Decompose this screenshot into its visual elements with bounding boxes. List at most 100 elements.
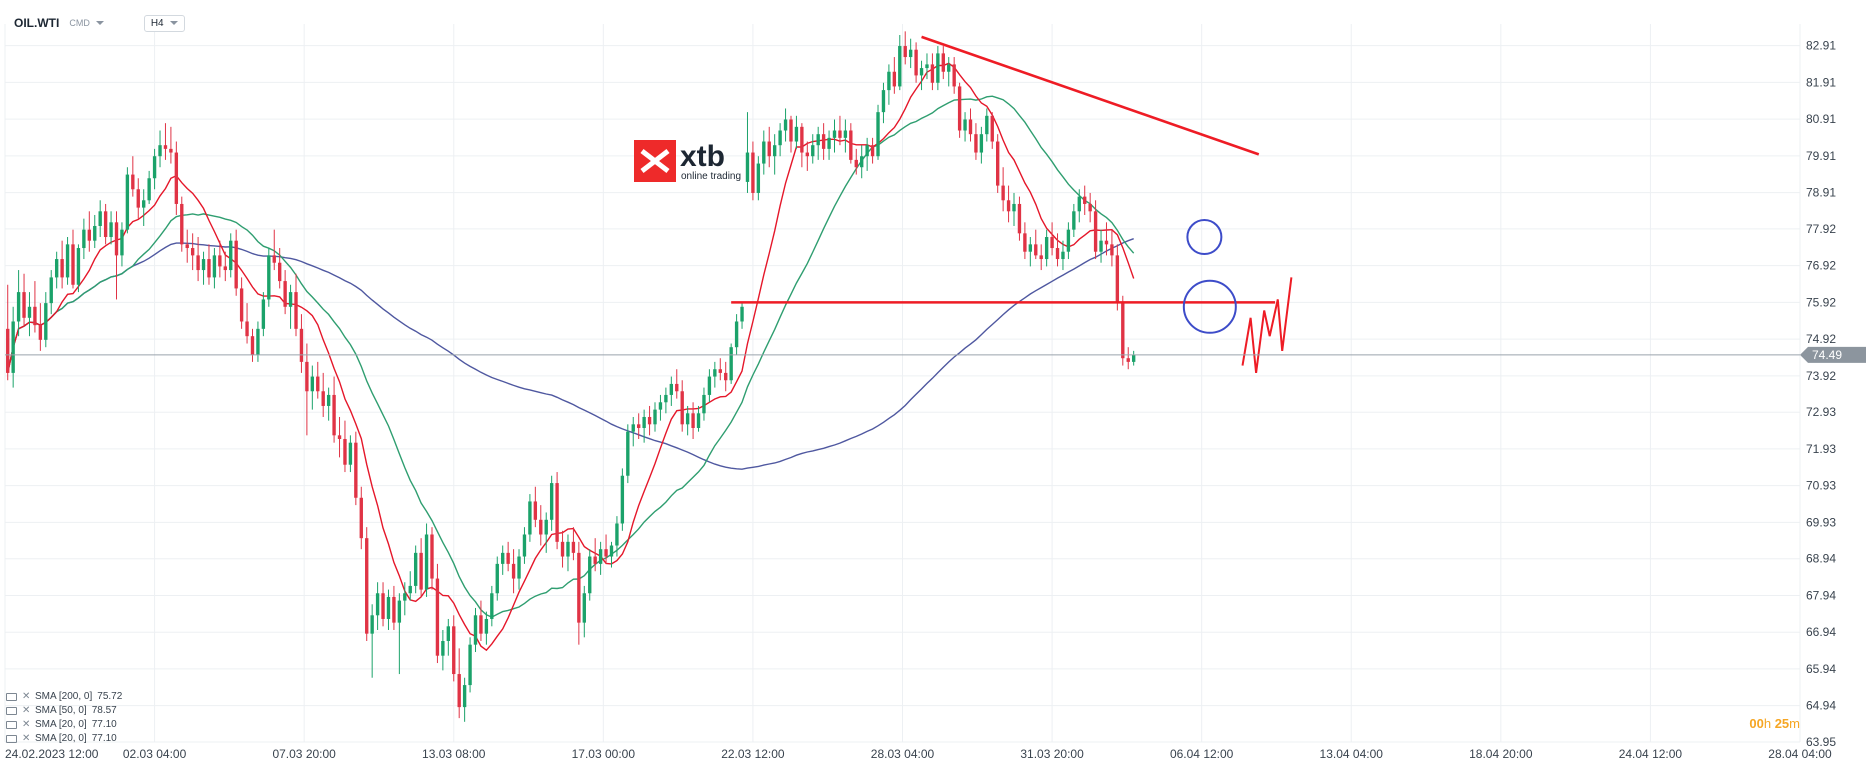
candle[interactable]	[680, 380, 684, 432]
candle[interactable]	[1088, 192, 1092, 223]
candle[interactable]	[805, 141, 809, 171]
candle[interactable]	[250, 328, 255, 362]
candle[interactable]	[843, 119, 848, 153]
candle[interactable]	[180, 196, 184, 252]
candle[interactable]	[1131, 350, 1136, 366]
candle[interactable]	[163, 123, 168, 160]
candle[interactable]	[1099, 229, 1103, 263]
candle[interactable]	[555, 472, 559, 550]
candle[interactable]	[109, 211, 113, 245]
candle[interactable]	[1001, 167, 1005, 212]
candle[interactable]	[593, 538, 597, 572]
candle[interactable]	[990, 112, 994, 149]
candle[interactable]	[979, 126, 984, 164]
candle[interactable]	[397, 593, 402, 675]
candle[interactable]	[751, 141, 755, 201]
candle[interactable]	[832, 119, 837, 153]
candle[interactable]	[462, 677, 467, 722]
candle[interactable]	[778, 123, 782, 157]
candle[interactable]	[234, 229, 238, 296]
candle[interactable]	[756, 156, 761, 201]
candle[interactable]	[1061, 240, 1065, 271]
candle[interactable]	[631, 416, 635, 447]
candle[interactable]	[201, 251, 206, 285]
candle[interactable]	[54, 251, 59, 289]
candle[interactable]	[968, 108, 973, 142]
candle[interactable]	[381, 582, 385, 627]
legend-item[interactable]: ✕ SMA [20, 0] 77.10	[6, 732, 122, 746]
candle[interactable]	[1006, 185, 1011, 223]
candle[interactable]	[435, 563, 440, 664]
candle[interactable]	[876, 104, 880, 160]
candle[interactable]	[278, 248, 282, 289]
candle[interactable]	[870, 137, 875, 164]
candle[interactable]	[549, 475, 554, 531]
candle[interactable]	[147, 170, 151, 204]
symbol-label[interactable]: OIL.WTI	[14, 16, 60, 30]
candle[interactable]	[229, 233, 233, 278]
candle[interactable]	[772, 134, 777, 175]
candle[interactable]	[11, 306, 15, 388]
candle[interactable]	[490, 585, 494, 627]
close-icon[interactable]: ✕	[22, 691, 31, 702]
candle[interactable]	[158, 130, 162, 168]
candle[interactable]	[1028, 237, 1033, 267]
candle[interactable]	[103, 203, 108, 245]
candle[interactable]	[408, 571, 412, 601]
candle[interactable]	[354, 431, 358, 506]
candle[interactable]	[98, 200, 102, 238]
candle[interactable]	[745, 112, 750, 193]
candle[interactable]	[294, 273, 298, 337]
candle[interactable]	[38, 303, 43, 351]
candle[interactable]	[1034, 229, 1038, 260]
candle[interactable]	[267, 248, 271, 307]
candle[interactable]	[239, 277, 244, 329]
candle[interactable]	[120, 222, 124, 267]
time-axis[interactable]: 24.02.2023 12:00 02.03 04:00 07.03 20:00 13…	[5, 747, 1866, 761]
candle[interactable]	[724, 361, 728, 392]
candle[interactable]	[903, 31, 907, 65]
candle[interactable]	[941, 46, 945, 80]
candle[interactable]	[65, 237, 70, 285]
candle[interactable]	[952, 57, 956, 94]
candle[interactable]	[359, 486, 363, 550]
candle[interactable]	[511, 549, 516, 594]
candle[interactable]	[495, 556, 499, 601]
candle[interactable]	[604, 534, 608, 564]
candle[interactable]	[957, 82, 962, 138]
candle[interactable]	[16, 270, 21, 337]
candle[interactable]	[707, 369, 712, 403]
candle[interactable]	[930, 53, 935, 91]
visibility-icon[interactable]	[6, 735, 17, 743]
candle[interactable]	[1077, 189, 1081, 223]
candle[interactable]	[691, 402, 695, 440]
candle[interactable]	[142, 189, 146, 226]
visibility-icon[interactable]	[6, 693, 17, 701]
candle[interactable]	[685, 405, 690, 436]
candle[interactable]	[974, 123, 978, 160]
candle[interactable]	[800, 123, 804, 168]
candle[interactable]	[218, 240, 222, 278]
candle[interactable]	[1023, 222, 1027, 260]
candle[interactable]	[27, 292, 32, 337]
candle[interactable]	[615, 516, 619, 557]
candle[interactable]	[653, 402, 657, 432]
visibility-icon[interactable]	[6, 707, 17, 715]
candle[interactable]	[908, 38, 913, 69]
candle[interactable]	[675, 369, 679, 399]
candle[interactable]	[925, 53, 929, 80]
candle[interactable]	[6, 284, 10, 381]
candle[interactable]	[1072, 203, 1076, 238]
candle[interactable]	[985, 108, 989, 142]
candle[interactable]	[152, 148, 157, 190]
candle[interactable]	[898, 35, 902, 91]
candle[interactable]	[1121, 295, 1125, 366]
candle[interactable]	[288, 284, 293, 329]
candle[interactable]	[326, 387, 331, 421]
candle[interactable]	[403, 582, 407, 616]
candle[interactable]	[1115, 244, 1120, 311]
candle[interactable]	[452, 615, 456, 682]
candle[interactable]	[740, 303, 744, 329]
candle[interactable]	[457, 648, 461, 719]
candle[interactable]	[729, 343, 733, 384]
